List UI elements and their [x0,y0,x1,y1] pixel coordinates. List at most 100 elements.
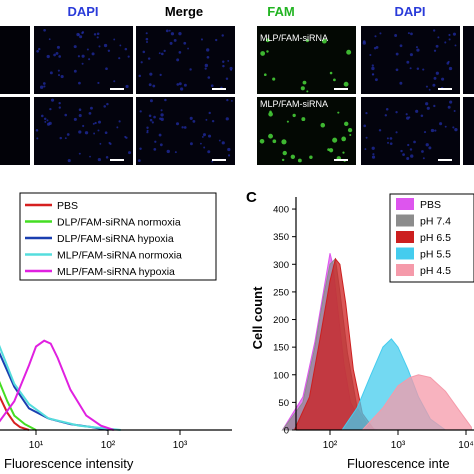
fam-signal-spot [321,38,327,44]
nucleus-spot [405,113,408,116]
nucleus-spot [58,101,61,105]
micrograph-b-r1-merge [463,26,474,94]
nucleus-spot [206,48,210,52]
nucleus-spot [425,143,429,147]
nucleus-spot [435,44,439,48]
fam-signal-spot [341,136,347,142]
nucleus-spot [178,31,182,36]
nucleus-spot [64,113,68,117]
nucleus-spot [230,99,233,102]
nucleus-spot [410,154,414,158]
nucleus-spot [138,74,142,78]
nucleus-spot [406,156,410,160]
legend-label: DLP/FAM-siRNA normoxia [57,217,181,229]
nucleus-spot [59,136,63,140]
nucleus-spot [97,129,100,132]
nucleus-spot [78,114,82,118]
panel-b: FAM DAPI MLP/FAM-siRNA MLP/FAM-siRNA [257,4,474,165]
fam-signal-spot [297,158,302,163]
nucleus-spot [428,88,431,91]
nucleus-spot [385,107,389,111]
nucleus-spot [452,126,455,129]
nucleus-spot [81,62,84,65]
scale-bar [212,88,226,90]
y-tick-label: 250 [273,287,289,298]
fam-signal-spot [309,155,313,160]
fam-signal-spot [300,86,305,91]
nucleus-spot [140,61,143,64]
fam-signal-spot [347,127,353,133]
nucleus-spot [395,52,399,56]
fam-signal-spot [259,138,265,144]
histogram-left: 10¹ 10² 10³ Fluorescence intensity PBS DLP/… [0,192,232,471]
nucleus-spot [400,149,403,153]
nucleus-spot [189,68,192,71]
nucleus-spot [227,154,231,157]
nucleus-spot [395,131,398,134]
nucleus-spot [204,67,207,70]
panel-a-header-dapi: DAPI [67,4,98,19]
fam-signal-spot [346,49,352,55]
x-tick-label: 10² [101,440,116,451]
nucleus-spot [170,32,175,36]
legend: PBS pH 7.4 pH 6.5 pH 5.5 pH 4.5 [389,193,474,283]
nucleus-spot [152,84,156,88]
scale-bar [334,88,348,90]
nucleus-spot [181,126,184,129]
nucleus-spot [208,111,211,115]
nucleus-spot [104,131,108,135]
nucleus-spot [127,55,130,58]
panel-b-header-dapi: DAPI [394,4,425,19]
fam-signal-spot [320,122,326,128]
nucleus-spot [43,117,47,121]
nucleus-spot [43,85,46,88]
nucleus-spot [372,153,375,156]
micrograph-label: MLP/FAM-siRNA [260,99,328,109]
nucleus-spot [365,112,368,115]
nucleus-spot [444,125,447,128]
nucleus-spot [73,69,77,73]
nucleus-spot [53,53,56,57]
nucleus-spot [113,80,116,83]
nucleus-spot [415,109,419,113]
fam-signal-spot [337,111,340,114]
nucleus-spot [176,83,180,86]
nucleus-spot [446,62,450,65]
y-tick-label: 100 [273,370,289,381]
nucleus-spot [408,116,411,119]
nucleus-spot [176,58,180,62]
x-tick-label: 10³ [173,440,188,451]
legend-label: pH 7.4 [420,216,451,228]
nucleus-spot [145,37,149,41]
nucleus-spot [226,98,229,102]
nucleus-spot [153,115,156,119]
nucleus-spot [211,119,215,123]
nucleus-spot [448,33,451,37]
scale-bar [110,159,124,161]
nucleus-spot [362,41,366,45]
fam-signal-spot [282,150,287,156]
fam-signal-spot [349,133,352,137]
micrograph-a-r2-c0 [0,97,30,165]
nucleus-spot [73,45,77,49]
nucleus-spot [174,151,177,154]
scale-bar [438,88,452,90]
nucleus-spot [433,104,436,108]
y-tick-label: 150 [273,343,289,354]
nucleus-spot [371,66,375,71]
nucleus-spot [142,50,146,54]
nucleus-spot [88,111,92,115]
micrograph-nuclei-a [35,28,233,163]
nucleus-spot [98,45,101,48]
nucleus-spot [146,129,149,132]
nucleus-spot [378,129,382,132]
nucleus-spot [371,155,376,159]
legend-swatch [396,214,414,227]
nucleus-spot [92,122,95,125]
micrograph-cells-b [259,29,458,163]
fam-signal-spot [306,90,309,93]
nucleus-spot [227,59,230,62]
nucleus-spot [416,67,420,71]
nucleus-spot [221,141,225,145]
nucleus-spot [365,136,368,139]
